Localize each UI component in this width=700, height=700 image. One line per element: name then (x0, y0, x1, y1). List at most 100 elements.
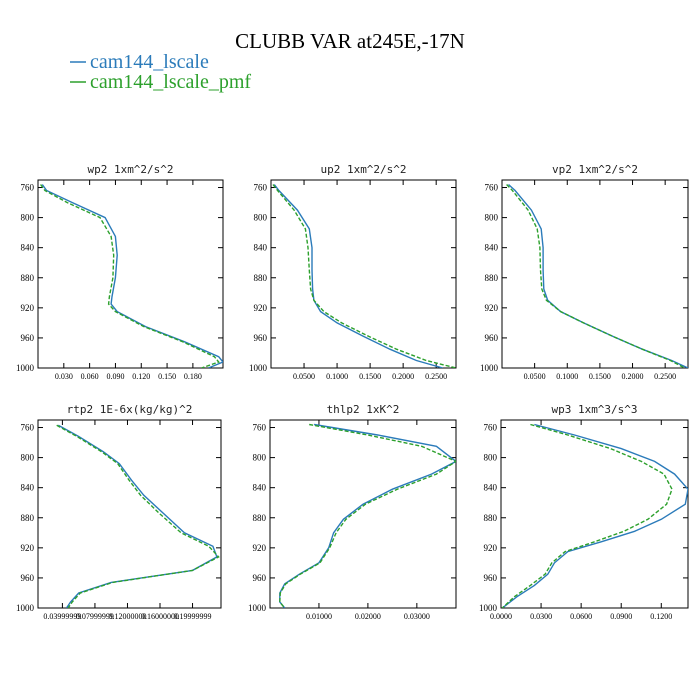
panels: wp2 1xm^2/s^2 760 800 840 880 920 960 1000 0.030… (16, 163, 689, 621)
y-tick-label: 1000 (16, 603, 35, 613)
y-tick-label: 840 (21, 483, 35, 493)
x-tick-label: 0.19999999 (174, 612, 212, 621)
panel-title: rtp2 1E-6x(kg/kg)^2 (67, 403, 193, 416)
y-tick-label: 1000 (480, 363, 499, 373)
x-tick-label: 0.1000 (556, 372, 578, 381)
y-tick-label: 880 (484, 513, 498, 523)
x-tick-label: 0.16000000 (141, 612, 179, 621)
series-line-cam144_lscale_pmf (272, 184, 456, 368)
x-tick-label: 0.01000 (306, 612, 332, 621)
x-tick-label: 0.0500 (293, 372, 315, 381)
y-tick-label: 920 (254, 303, 268, 313)
x-tick-label: 0.07999999 (76, 612, 114, 621)
series-line-cam144_lscale (501, 423, 688, 608)
x-tick-label: 0.02000 (355, 612, 381, 621)
y-tick-label: 880 (253, 513, 267, 523)
y-tick-label: 840 (484, 483, 498, 493)
x-tick-label: 0.0000 (490, 612, 512, 621)
y-tick-label: 1000 (16, 363, 35, 373)
x-tick-label: 0.1500 (589, 372, 611, 381)
y-tick-label: 760 (21, 183, 35, 193)
y-tick-label: 840 (485, 243, 499, 253)
y-tick-label: 960 (21, 573, 35, 583)
panel-title: up2 1xm^2/s^2 (320, 163, 406, 176)
panel-title: thlp2 1xK^2 (327, 403, 400, 416)
x-tick-label: 0.2000 (392, 372, 414, 381)
x-tick-label: 0.120 (132, 372, 150, 381)
y-tick-label: 920 (21, 303, 35, 313)
y-tick-label: 760 (253, 423, 267, 433)
legend: cam144_lscale cam144_lscale_pmf (70, 51, 251, 93)
y-tick-label: 920 (484, 543, 498, 553)
y-tick-label: 840 (254, 243, 268, 253)
series-line-cam144_lscale (57, 424, 218, 608)
y-tick-label: 880 (21, 273, 35, 283)
y-tick-label: 1000 (479, 603, 498, 613)
series-line-cam144_lscale_pmf (279, 423, 456, 608)
x-tick-label: 0.150 (158, 372, 176, 381)
series-line-cam144_lscale_pmf (501, 423, 673, 608)
figure-title: CLUBB VAR at245E,-17N (235, 29, 465, 53)
series-line-cam144_lscale (273, 184, 443, 368)
panel-title: wp3 1xm^3/s^3 (551, 403, 637, 416)
y-tick-label: 760 (254, 183, 268, 193)
y-tick-label: 920 (485, 303, 499, 313)
panel-1: up2 1xm^2/s^2 760 800 840 880 920 960 1000 0.050… (249, 163, 457, 381)
y-tick-label: 760 (484, 423, 498, 433)
y-tick-label: 760 (21, 423, 35, 433)
x-tick-label: 0.0900 (610, 612, 632, 621)
panel-4: thlp2 1xK^2 760 800 840 880 920 960 1000 0.01000… (248, 403, 457, 621)
x-tick-label: 0.030 (55, 372, 73, 381)
y-tick-label: 920 (253, 543, 267, 553)
y-tick-label: 880 (21, 513, 35, 523)
x-tick-label: 0.1000 (326, 372, 348, 381)
x-tick-label: 0.090 (106, 372, 124, 381)
plot-frame (270, 179, 457, 369)
y-tick-label: 960 (484, 573, 498, 583)
plot-frame (37, 419, 222, 609)
series-line-cam144_lscale (279, 423, 456, 608)
y-tick-label: 880 (485, 273, 499, 283)
series-line-cam144_lscale (41, 184, 223, 368)
x-tick-label: 0.12000000 (108, 612, 146, 621)
y-tick-label: 800 (484, 453, 498, 463)
y-tick-label: 920 (21, 543, 35, 553)
x-tick-label: 0.2500 (425, 372, 447, 381)
y-tick-label: 1000 (248, 603, 267, 613)
x-tick-label: 0.180 (184, 372, 202, 381)
plot-frame (501, 179, 689, 369)
panel-title: wp2 1xm^2/s^2 (87, 163, 173, 176)
panel-3: rtp2 1E-6x(kg/kg)^2 760 800 840 880 920 960 100… (16, 403, 222, 621)
y-tick-label: 1000 (249, 363, 268, 373)
x-tick-label: 0.03999999 (43, 612, 81, 621)
x-tick-label: 0.0600 (570, 612, 592, 621)
x-tick-label: 0.060 (81, 372, 99, 381)
y-tick-label: 960 (254, 333, 268, 343)
y-tick-label: 800 (253, 453, 267, 463)
y-tick-label: 800 (21, 213, 35, 223)
x-tick-label: 0.0300 (530, 612, 552, 621)
x-tick-label: 0.2500 (654, 372, 676, 381)
x-tick-label: 0.03000 (404, 612, 430, 621)
y-tick-label: 800 (254, 213, 268, 223)
y-tick-label: 800 (21, 453, 35, 463)
plot-frame (500, 419, 689, 609)
y-tick-label: 840 (253, 483, 267, 493)
series-line-cam144_lscale_pmf (506, 184, 686, 368)
series-line-cam144_lscale_pmf (40, 184, 220, 368)
y-tick-label: 840 (21, 243, 35, 253)
panel-2: vp2 1xm^2/s^2 760 800 840 880 920 960 1000 0.050… (480, 163, 689, 381)
y-tick-label: 760 (485, 183, 499, 193)
panel-title: vp2 1xm^2/s^2 (552, 163, 638, 176)
series-line-cam144_lscale_pmf (56, 424, 220, 608)
y-tick-label: 800 (485, 213, 499, 223)
plot-frame (37, 179, 224, 369)
x-tick-label: 0.0500 (524, 372, 546, 381)
series-line-cam144_lscale (508, 183, 688, 368)
legend-label-0: cam144_lscale (90, 51, 209, 73)
x-tick-label: 0.1500 (359, 372, 381, 381)
plot-frame (269, 419, 457, 609)
y-tick-label: 960 (485, 333, 499, 343)
y-tick-label: 880 (254, 273, 268, 283)
